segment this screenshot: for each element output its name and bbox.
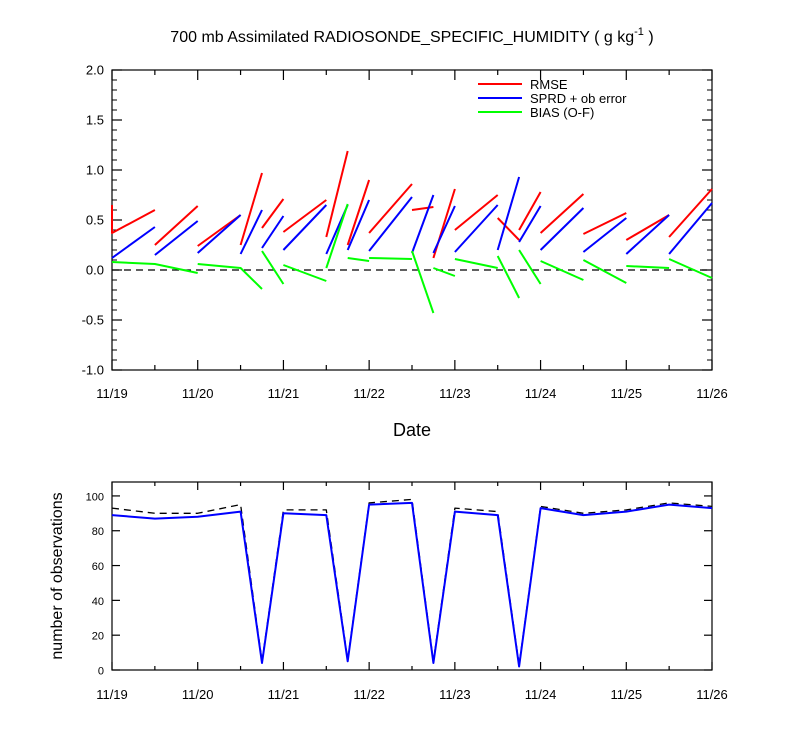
y-tick-label: 40: [92, 596, 104, 608]
y-tick-label: 2.0: [86, 63, 104, 78]
x-tick-label: 11/24: [525, 687, 557, 702]
series-segment: [539, 207, 585, 251]
x-tick-label: 11/22: [353, 386, 385, 401]
series-segment: [625, 214, 670, 255]
y-tick-label: 0.0: [86, 263, 104, 278]
series-segment: [282, 204, 328, 251]
series-segment: [111, 205, 156, 234]
series-segment: [261, 198, 285, 229]
series-segment: [518, 205, 542, 243]
series-segment: [154, 205, 199, 246]
y-tick-label: 0: [98, 666, 104, 678]
series-segment: [325, 150, 349, 238]
series-segment: [668, 188, 713, 238]
x-tick-label: 11/24: [525, 386, 557, 401]
y-tick-label: 20: [92, 631, 104, 643]
series-segment: [261, 250, 285, 285]
series-segment: [111, 226, 156, 259]
series-segment: [496, 217, 520, 241]
series-segment: [432, 205, 456, 254]
x-tick-label: 11/21: [268, 386, 300, 401]
series-segment: [283, 264, 327, 282]
chart-title-main: 700 mb Assimilated RADIOSONDE_SPECIFIC_H…: [170, 29, 634, 46]
series-segment: [496, 176, 521, 251]
series-sprd-ob-error: [111, 176, 713, 259]
series-segment: [368, 196, 413, 252]
series-segment: [346, 179, 371, 246]
x-tick-label: 11/21: [268, 687, 300, 702]
series-segment: [346, 199, 371, 251]
x-tick-label: 11/25: [610, 687, 642, 702]
series-segment: [369, 257, 413, 260]
legend-label: SPRD + ob error: [530, 91, 627, 106]
chart-title-end: ): [644, 29, 654, 46]
series-segment: [325, 203, 349, 269]
top-panel: 11/19 11/20 11/21 11/22 11/23 11/24 11/25 11/26…: [82, 26, 728, 440]
series-segment: [540, 260, 584, 281]
series-segment: [454, 258, 498, 269]
series-segment: [518, 249, 542, 285]
series-segment: [668, 258, 713, 279]
legend-label: BIAS (O-F): [530, 105, 594, 120]
series-segment: [282, 199, 327, 233]
x-tick-label: 11/23: [439, 386, 471, 401]
series-possible-line: [111, 498, 713, 666]
series-segment: [239, 172, 263, 246]
series-segment: [454, 194, 499, 231]
y-tick-label: 100: [86, 491, 104, 503]
series-segment: [197, 263, 263, 290]
x-tick-label: 11/26: [696, 386, 728, 401]
x-tick-label: 11/19: [96, 386, 128, 401]
y-tick-label: 80: [92, 526, 104, 538]
series-segment: [668, 202, 713, 255]
series-assimilated-line: [111, 501, 713, 668]
series-segment: [625, 214, 670, 241]
series-segment: [154, 220, 199, 256]
series-segment: [411, 206, 434, 211]
y-tick-label: 1.0: [86, 163, 104, 178]
x-tick-label: 11/25: [610, 386, 642, 401]
series-segment: [582, 217, 627, 253]
series-segment: [582, 212, 627, 235]
series-segment: [582, 259, 627, 284]
series-segment: [626, 265, 670, 269]
bottom-panel: 11/19 11/20 11/21 11/22 11/23 11/24 11/25 11/26…: [49, 481, 728, 702]
series-segment: [261, 215, 285, 249]
x-tick-label: 11/20: [182, 386, 214, 401]
plot-frame: [111, 69, 713, 371]
y-tick-label: 1.5: [86, 113, 104, 128]
y-tick-label: -0.5: [82, 313, 104, 328]
legend-label: RMSE: [530, 77, 568, 92]
chart-title: 700 mb Assimilated RADIOSONDE_SPECIFIC_H…: [170, 26, 653, 46]
x-tick-label: 11/26: [696, 687, 728, 702]
series-segment: [239, 209, 263, 255]
series-segment: [111, 261, 198, 274]
series-segment: [496, 255, 520, 299]
x-tick-label: 11/23: [439, 687, 471, 702]
x-tick-label: 11/20: [182, 687, 214, 702]
series-segment: [368, 183, 413, 234]
series-segment: [539, 193, 585, 234]
series-segment: [433, 267, 456, 277]
series-segment: [411, 194, 435, 254]
y-tick-label: 0.5: [86, 213, 104, 228]
series-bias-o-f: [111, 203, 713, 314]
y-tick-label: 60: [92, 561, 104, 573]
x-axis-label: Date: [393, 420, 431, 440]
series-rmse: [111, 150, 713, 259]
series-segment: [411, 250, 435, 314]
series-segment: [197, 214, 242, 254]
y-axis-label: number of observations: [49, 492, 66, 659]
series-segment: [518, 191, 542, 231]
series-segment: [454, 204, 499, 253]
x-tick-label: 11/22: [353, 687, 385, 702]
chart-title-superscript: -1: [634, 26, 644, 38]
y-tick-label: -1.0: [82, 363, 104, 378]
x-tick-label: 11/19: [96, 687, 128, 702]
series-segment: [347, 257, 370, 262]
